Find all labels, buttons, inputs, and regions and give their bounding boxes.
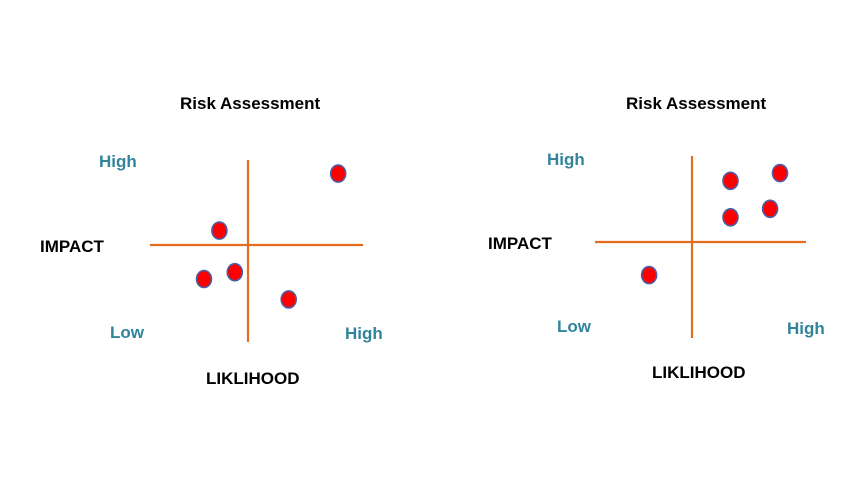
data-point-2 xyxy=(771,163,789,183)
y-axis-label: IMPACT xyxy=(488,234,552,253)
data-point-3 xyxy=(761,199,779,219)
chart-title: Risk Assessment xyxy=(626,94,767,113)
data-point-5 xyxy=(640,265,658,285)
quadrant-plot xyxy=(595,156,806,338)
x-high-label: High xyxy=(787,319,825,338)
y-high-label: High xyxy=(99,152,137,171)
x-axis-label: LIKLIHOOD xyxy=(206,369,300,388)
data-point-4 xyxy=(722,208,739,227)
x-low-label: Low xyxy=(557,317,591,336)
data-point-1 xyxy=(722,171,739,191)
data-point-3 xyxy=(226,262,244,282)
chart-title: Risk Assessment xyxy=(180,94,321,113)
risk-chart-right: Risk Assessment High IMPACT Low High LIK… xyxy=(429,0,858,483)
data-points xyxy=(640,163,789,285)
x-low-label: Low xyxy=(110,323,144,342)
risk-chart-left: Risk Assessment High IMPACT Low High LIK… xyxy=(40,94,383,388)
data-point-4 xyxy=(195,269,213,289)
x-high-label: High xyxy=(345,324,383,343)
data-point-2 xyxy=(211,221,228,240)
x-axis-label: LIKLIHOOD xyxy=(652,363,746,382)
y-axis-label: IMPACT xyxy=(40,237,104,256)
quadrant-plot xyxy=(150,160,363,342)
data-points xyxy=(195,164,347,309)
data-point-5 xyxy=(280,290,298,309)
y-high-label: High xyxy=(547,150,585,169)
data-point-1 xyxy=(329,164,347,183)
